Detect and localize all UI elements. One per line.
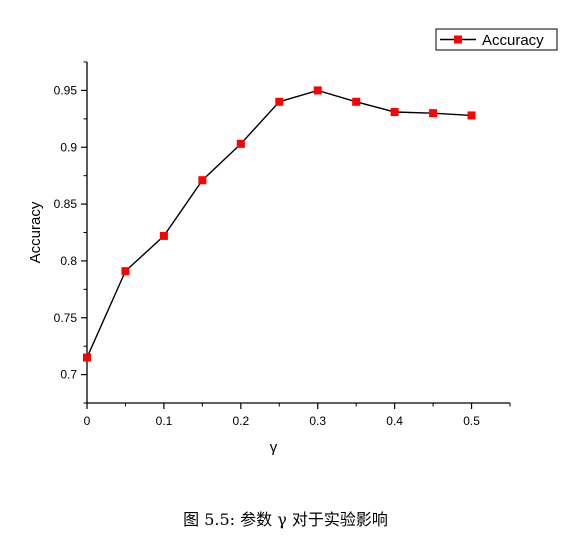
data-point [390,108,399,117]
data-point [313,86,322,95]
data-point [121,267,130,276]
x-tick-label: 0.2 [232,414,249,428]
y-tick-label: 0.7 [60,368,77,382]
data-point [352,97,361,106]
x-tick-label: 0 [84,414,91,428]
legend: Accuracy [435,28,558,51]
series-lines [86,89,472,358]
legend-box [435,28,558,51]
x-tick-label: 0.4 [386,414,403,428]
tick-labels: 0 0.1 0.2 0.3 0.4 0.5 0.7 0.75 0.8 0.85 0.9 0.95 [54,83,481,428]
x-tick-label: 0.1 [156,414,173,428]
legend-marker-sample [454,35,462,44]
y-tick-label: 0.9 [60,140,77,154]
legend-label: Accuracy [482,32,544,49]
tick-marks [81,61,511,409]
y-tick-label: 0.75 [54,311,78,325]
data-point [467,111,476,120]
data-point [83,353,91,362]
series-line-accuracy [86,89,472,358]
line-chart: 0 0.1 0.2 0.3 0.4 0.50.70.750.80.850.90.95 γ … [27,28,558,456]
x-tick-label: 0.5 [463,414,480,428]
data-point [429,109,438,118]
data-point [236,139,245,148]
y-tick-label: 0.95 [54,83,78,97]
data-point [275,97,284,106]
x-tick-label: 0.3 [309,414,326,428]
data-point [198,176,207,185]
y-axis-label: Accuracy [27,201,44,263]
series-points [83,86,476,362]
y-tick-label: 0.85 [54,197,78,211]
data-point [159,231,168,240]
figure-caption: 图 5.5: 参数 γ 对于实验影响 [183,510,388,529]
y-tick-label: 0.8 [60,254,77,268]
axes [86,62,510,404]
x-axis-label: γ [270,439,278,456]
